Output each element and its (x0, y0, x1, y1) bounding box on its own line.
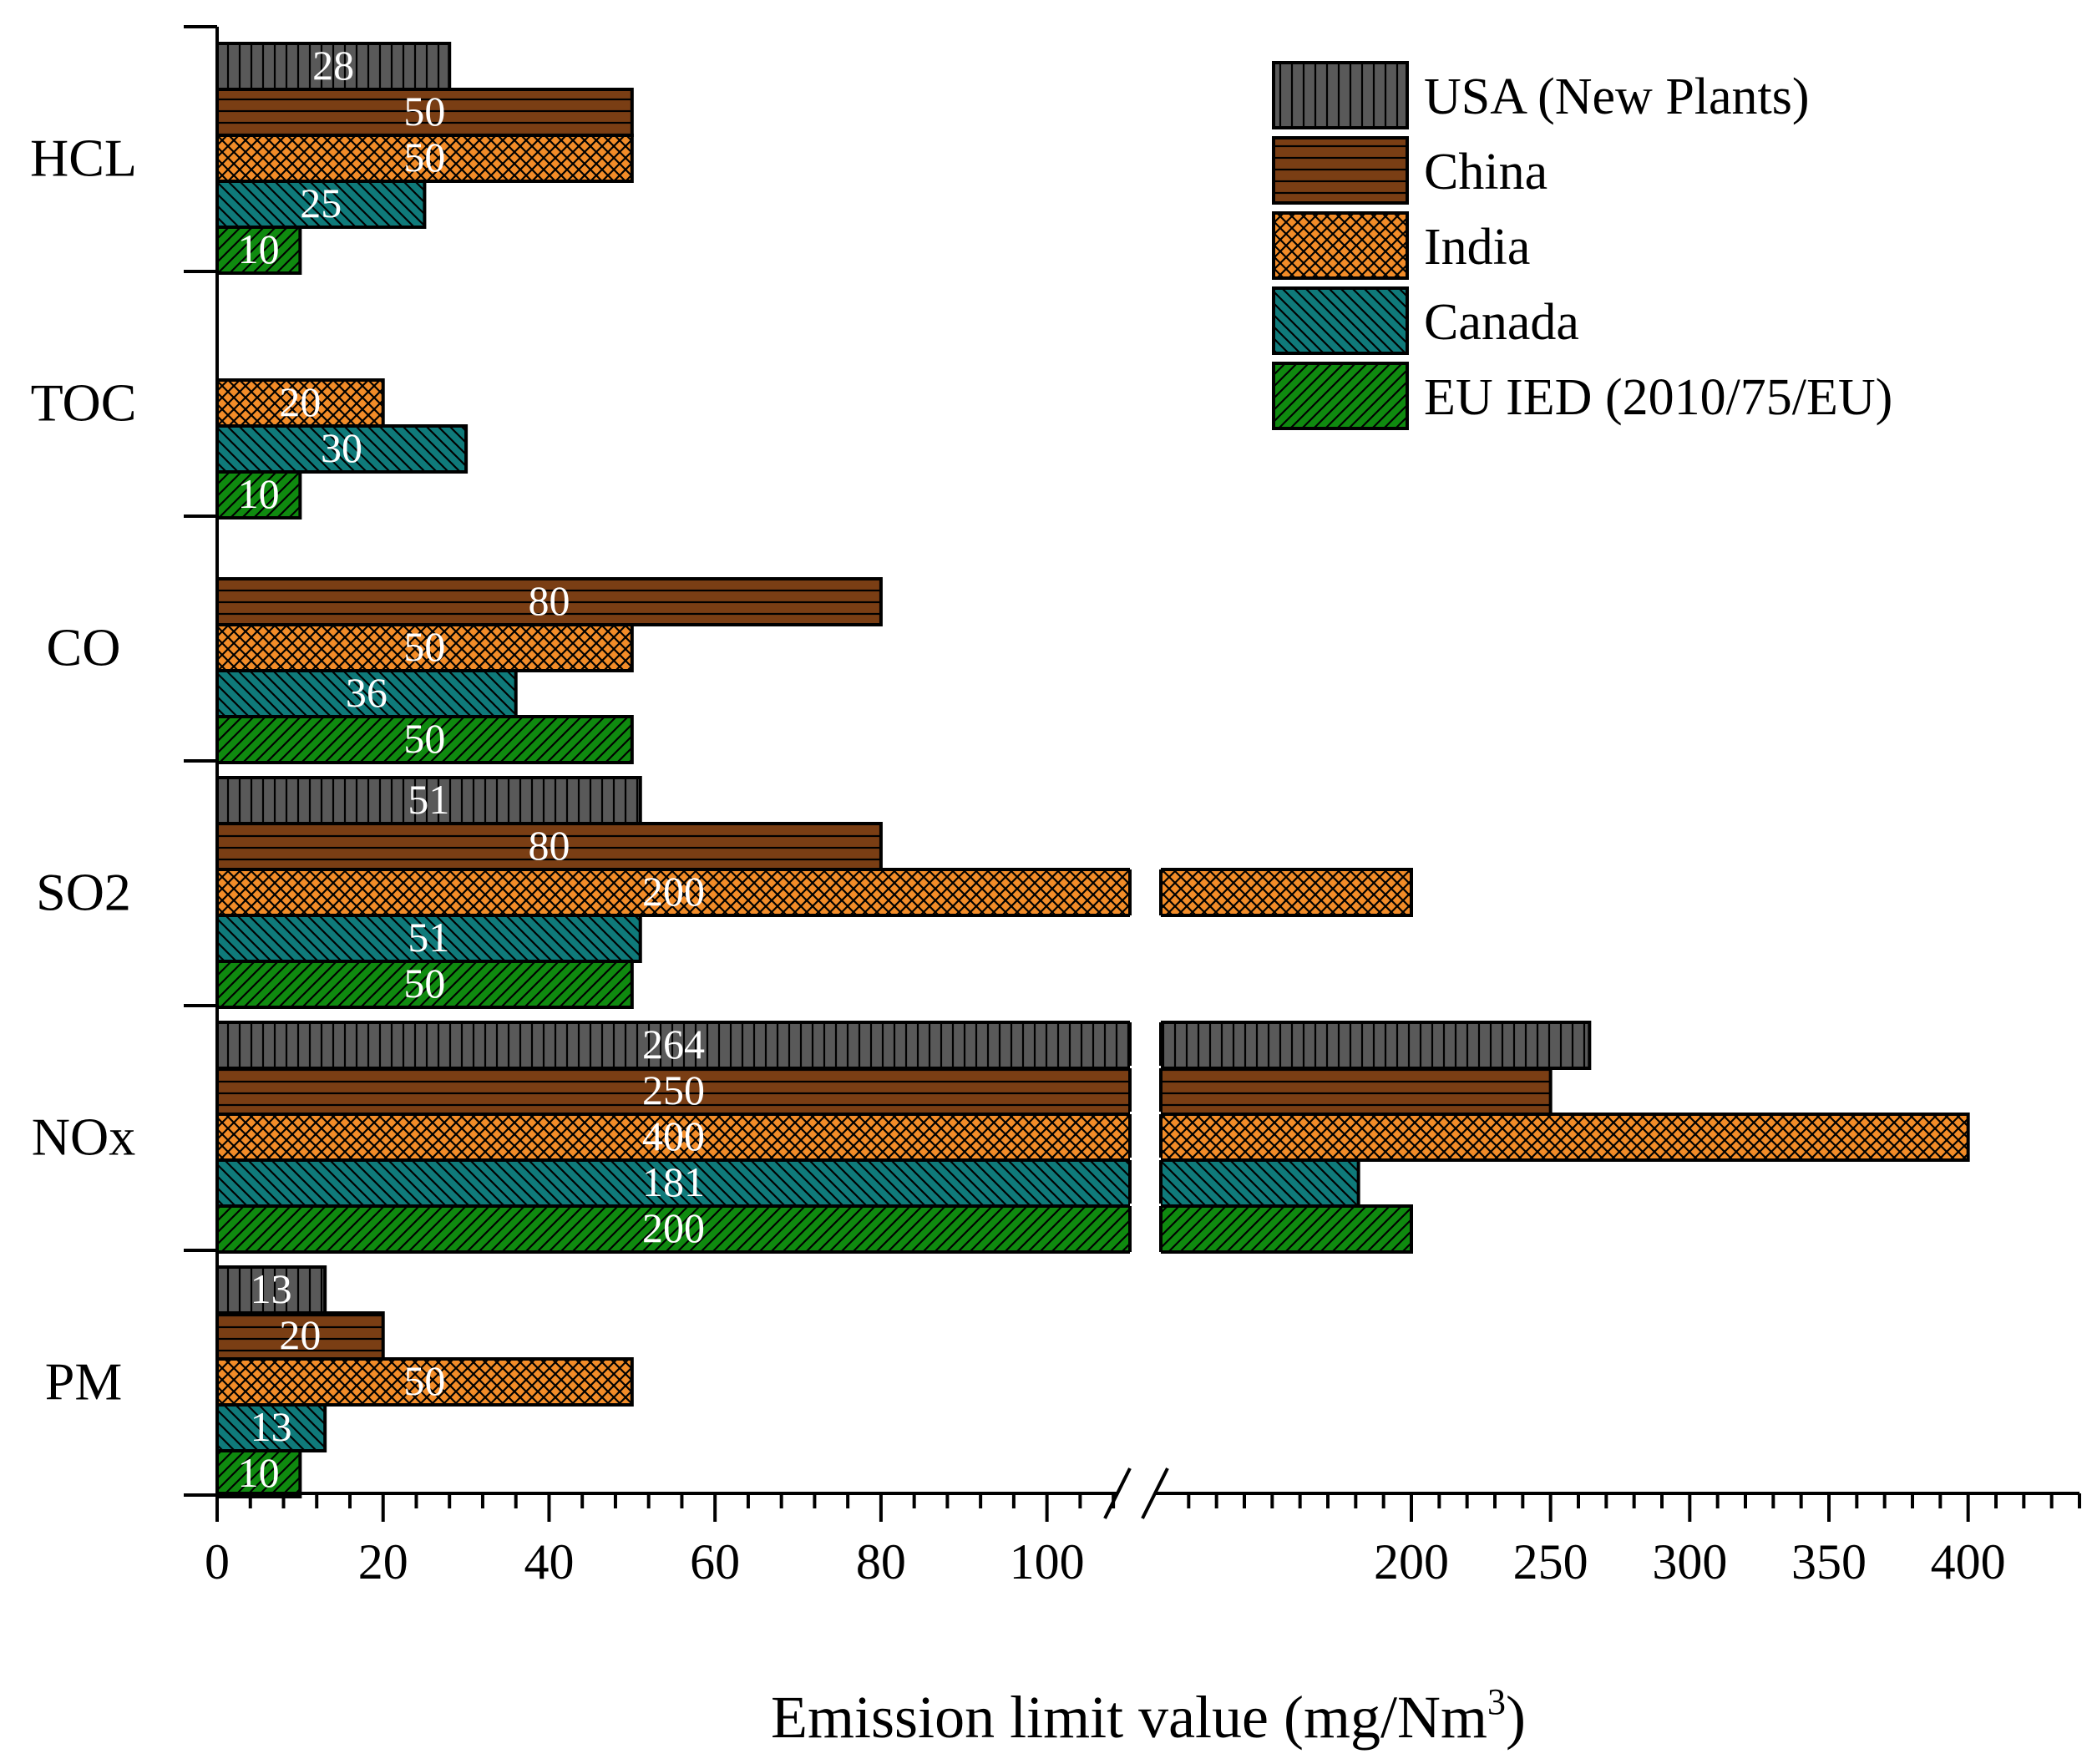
legend-swatch-1 (1272, 136, 1409, 205)
data-label: 50 (403, 88, 445, 134)
bar-co-series-3 (215, 669, 518, 718)
axis-break-mark (1103, 1467, 1132, 1519)
data-label: 51 (408, 914, 449, 961)
data-label: 80 (528, 822, 570, 869)
data-label: 50 (403, 715, 445, 762)
axis-break-gap (1130, 1204, 1161, 1255)
data-label: 36 (346, 669, 388, 716)
data-label: 200 (642, 868, 705, 915)
bar-pm-series-2 (215, 1357, 634, 1407)
bar-nox-series-0 (215, 1021, 1592, 1070)
legend-label-0: USA (New Plants) (1424, 68, 1810, 125)
bar-so2-series-2 (215, 868, 1413, 917)
bar-nox-series-1 (215, 1067, 1553, 1116)
y-tick-label-so2: SO2 (36, 863, 131, 922)
x-tick-label: 100 (1010, 1534, 1085, 1589)
legend-swatch-4 (1272, 362, 1409, 430)
x-tick-label: 300 (1652, 1534, 1727, 1589)
data-label: 20 (279, 1311, 321, 1358)
data-label: 50 (403, 1357, 445, 1404)
bar-pm-series-4 (215, 1449, 302, 1498)
data-label: 13 (251, 1403, 292, 1450)
axis-break-gap (1130, 1020, 1161, 1071)
legend: USA (New Plants) China India Canada EU IED (… (1272, 61, 1892, 430)
y-tick-label-co: CO (47, 618, 121, 677)
data-label: 181 (642, 1158, 705, 1205)
bar-toc-series-3 (215, 424, 469, 474)
data-label: 400 (642, 1113, 705, 1159)
data-label: 200 (642, 1204, 705, 1251)
axes-layer: HCL TOC CO SO2 NOx PM 0 20 40 60 80 100 200 250 300 350… (30, 25, 2081, 1589)
bars-layer (215, 42, 1970, 1498)
legend-label-4: EU IED (2010/75/EU) (1424, 369, 1892, 426)
data-label: 50 (403, 623, 445, 670)
bar-nox-series-2 (215, 1113, 1970, 1162)
x-tick-label: 350 (1791, 1534, 1867, 1589)
axis-break-gap (1130, 1112, 1161, 1163)
data-label: 10 (238, 470, 280, 517)
bar-nox-series-4 (215, 1204, 1413, 1254)
bar-nox-series-3 (215, 1158, 1360, 1208)
data-label: 30 (321, 424, 362, 471)
data-label: 13 (251, 1265, 292, 1312)
legend-label-3: Canada (1424, 294, 1579, 351)
axis-break-gap (1130, 1158, 1161, 1209)
legend-swatch-2 (1272, 211, 1409, 280)
axis-break-mark (1141, 1467, 1169, 1519)
data-labels-layer: 2850502510203010805036505180200515026425… (238, 42, 705, 1496)
axis-break-gap (1130, 1066, 1161, 1117)
data-label: 80 (528, 577, 570, 624)
x-axis-title: Emission limit value (mg/Nm3) (771, 1681, 1526, 1751)
y-tick-label-pm: PM (45, 1352, 123, 1412)
x-tick-label: 0 (205, 1534, 230, 1589)
x-tick-label: 400 (1931, 1534, 2006, 1589)
x-tick-label: 40 (524, 1534, 574, 1589)
y-tick-label-nox: NOx (32, 1108, 135, 1167)
x-tick-label: 80 (856, 1534, 906, 1589)
data-label: 10 (238, 226, 280, 272)
data-label: 20 (279, 378, 321, 425)
bar-hcl-series-3 (215, 180, 427, 229)
x-axis-title-superscript: 3 (1487, 1681, 1506, 1722)
data-label: 25 (300, 180, 342, 226)
bar-pm-series-0 (215, 1265, 327, 1315)
x-axis-title-close: ) (1506, 1684, 1526, 1751)
data-label: 51 (408, 776, 449, 823)
data-label: 264 (642, 1021, 705, 1067)
legend-label-1: China (1424, 144, 1547, 200)
bar-pm-series-3 (215, 1403, 327, 1452)
x-axis-title-main: Emission limit value (mg/Nm (771, 1684, 1487, 1751)
data-label: 50 (403, 134, 445, 180)
x-tick-label: 60 (690, 1534, 740, 1589)
bar-hcl-series-4 (215, 226, 302, 275)
x-tick-label: 250 (1513, 1534, 1588, 1589)
x-tick-label: 20 (358, 1534, 408, 1589)
data-label: 250 (642, 1067, 705, 1113)
legend-label-2: India (1424, 219, 1530, 276)
legend-swatch-3 (1272, 286, 1409, 355)
axis-break-gap (1130, 867, 1161, 918)
bar-co-series-4 (215, 715, 634, 764)
bar-so2-series-1 (215, 822, 883, 871)
legend-swatch-0 (1272, 61, 1409, 129)
data-label: 28 (312, 42, 354, 89)
data-label: 50 (403, 960, 445, 1006)
x-tick-label: 200 (1374, 1534, 1449, 1589)
y-tick-label-toc: TOC (31, 373, 137, 433)
y-tick-label-hcl: HCL (30, 129, 137, 188)
data-label: 10 (238, 1449, 280, 1496)
bar-so2-series-3 (215, 914, 642, 963)
